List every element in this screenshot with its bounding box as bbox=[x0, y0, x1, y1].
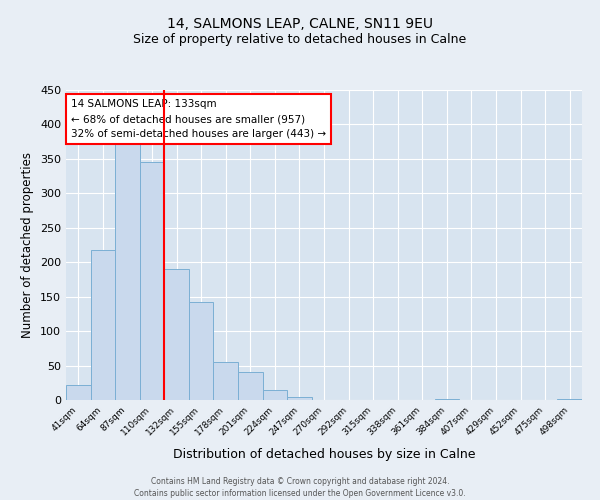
Bar bbox=[140, 162, 164, 400]
Bar bbox=[557, 398, 582, 400]
Y-axis label: Number of detached properties: Number of detached properties bbox=[22, 152, 34, 338]
Bar bbox=[115, 142, 140, 400]
Text: Size of property relative to detached houses in Calne: Size of property relative to detached ho… bbox=[133, 32, 467, 46]
Bar bbox=[66, 385, 91, 400]
Bar bbox=[238, 372, 263, 400]
Bar bbox=[189, 302, 214, 400]
Bar bbox=[91, 250, 115, 400]
Text: 14 SALMONS LEAP: 133sqm
← 68% of detached houses are smaller (957)
32% of semi-d: 14 SALMONS LEAP: 133sqm ← 68% of detache… bbox=[71, 100, 326, 139]
Bar bbox=[214, 362, 238, 400]
X-axis label: Distribution of detached houses by size in Calne: Distribution of detached houses by size … bbox=[173, 448, 475, 461]
Bar bbox=[164, 269, 189, 400]
Bar bbox=[263, 390, 287, 400]
Text: Contains HM Land Registry data © Crown copyright and database right 2024.: Contains HM Land Registry data © Crown c… bbox=[151, 478, 449, 486]
Text: 14, SALMONS LEAP, CALNE, SN11 9EU: 14, SALMONS LEAP, CALNE, SN11 9EU bbox=[167, 18, 433, 32]
Text: Contains public sector information licensed under the Open Government Licence v3: Contains public sector information licen… bbox=[134, 489, 466, 498]
Bar bbox=[287, 396, 312, 400]
Bar bbox=[434, 398, 459, 400]
